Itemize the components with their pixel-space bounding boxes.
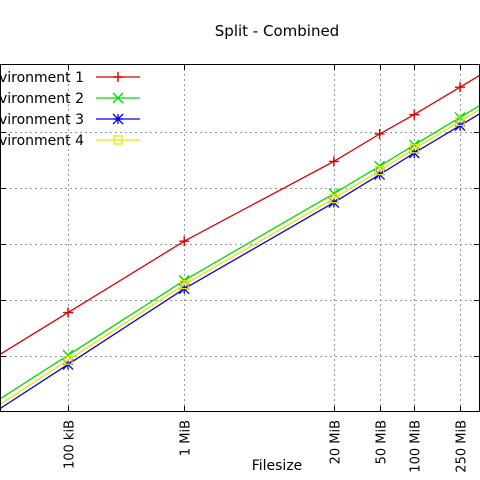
plus-marker — [328, 156, 339, 167]
x-marker — [112, 92, 124, 104]
square-marker — [329, 193, 339, 204]
plus-marker — [455, 82, 465, 93]
square-marker — [409, 144, 419, 154]
plus-marker — [179, 236, 190, 247]
series-line — [0, 104, 480, 400]
x-axis-label: Filesize — [252, 458, 303, 474]
series-line — [0, 108, 480, 405]
x-tick-label: 100 kiB — [63, 420, 78, 469]
legend-entry: Environment 4 — [0, 133, 140, 149]
x-tick-label: 1 MiB — [179, 420, 194, 456]
square-marker — [374, 165, 385, 176]
square-marker — [63, 355, 73, 365]
plus-marker — [113, 72, 123, 82]
chart-title: Split - Combined — [215, 22, 339, 40]
plus-marker — [63, 307, 73, 318]
x-tick-label: 50 MiB — [375, 420, 390, 464]
series-line — [0, 74, 480, 355]
plus-marker — [409, 109, 420, 120]
legend-entry: Environment 3 — [0, 112, 140, 128]
legend: Environment 1 Environment 2 Environment 3 E… — [0, 70, 140, 149]
x-tick-marks — [0, 64, 480, 412]
series-layer — [0, 74, 480, 410]
series-line — [0, 113, 480, 410]
x-tick-label: 100 MiB — [409, 420, 424, 473]
square-marker — [113, 135, 123, 145]
x-tick-label: 20 MiB — [329, 420, 344, 464]
star-marker — [112, 113, 124, 125]
legend-label: Environment 1 — [0, 70, 84, 86]
legend-label: Environment 2 — [0, 91, 84, 107]
legend-entry: Environment 1 — [0, 70, 140, 86]
plus-marker — [374, 128, 385, 139]
series-1 — [0, 74, 480, 355]
square-marker — [455, 116, 465, 127]
x-tick-labels: 100 kiB 1 MiB 20 MiB 50 MiB 100 MiB 250 MiB — [63, 420, 470, 473]
square-marker — [179, 279, 189, 290]
legend-label: Environment 3 — [0, 112, 84, 128]
series-4 — [0, 108, 480, 405]
legend-entry: Environment 2 — [0, 91, 140, 107]
legend-label: Environment 4 — [0, 133, 84, 149]
x-tick-label: 250 MiB — [455, 420, 470, 473]
